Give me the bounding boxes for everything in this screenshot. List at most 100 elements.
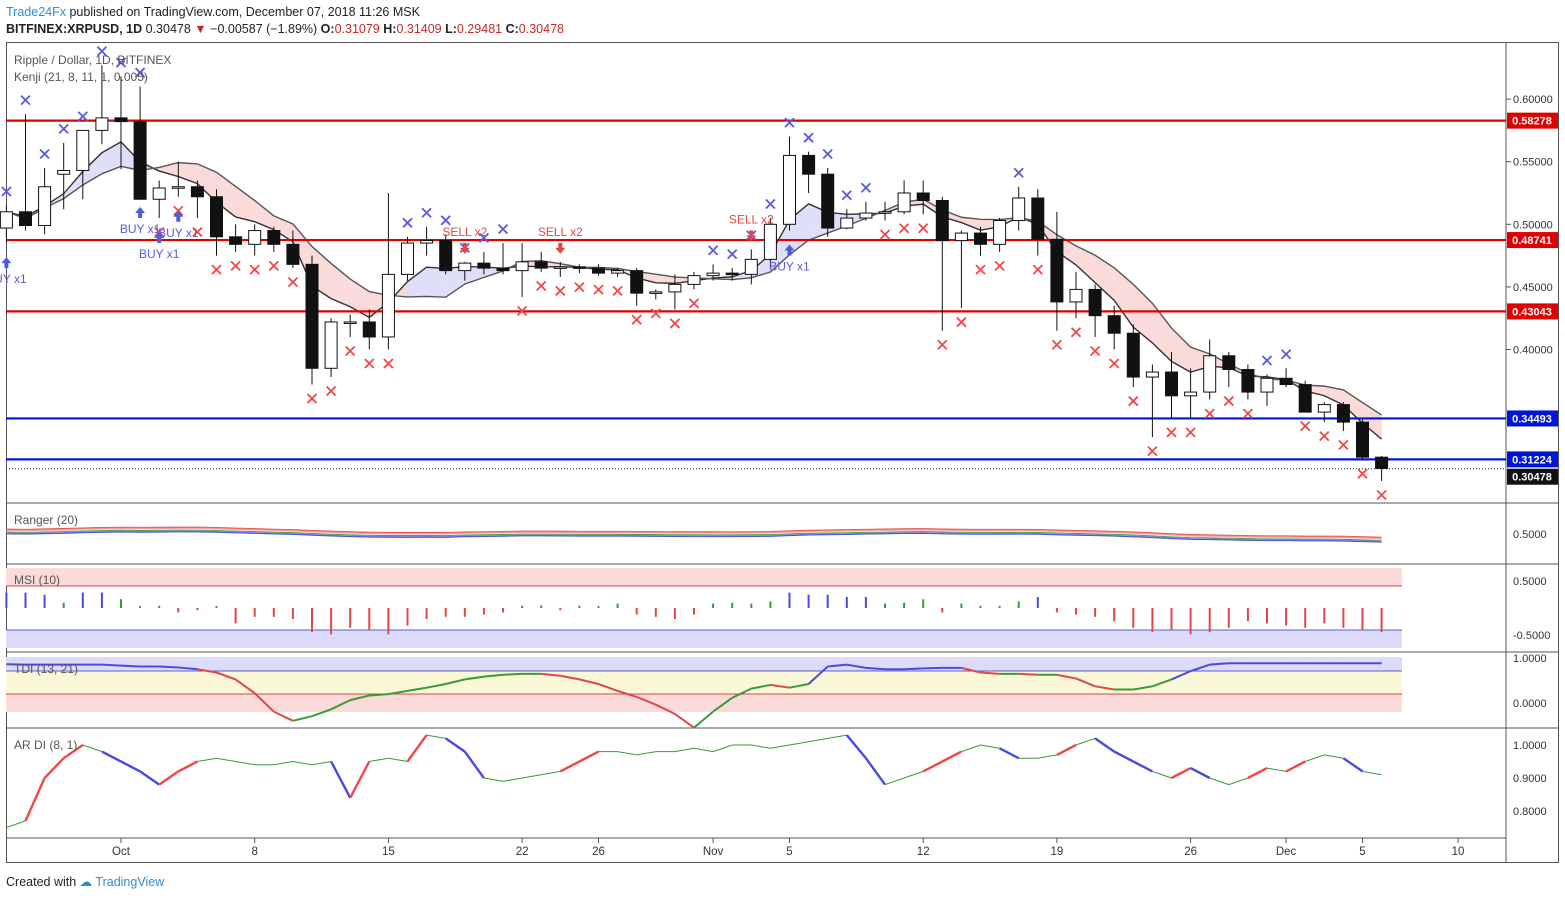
main-pane-title: Ripple / Dollar, 1D, BITFINEX (14, 53, 171, 67)
signal-x-mark (860, 182, 872, 193)
ardi-segment (864, 757, 886, 786)
tdi-segment (731, 687, 752, 699)
tdi-lower-zone (6, 694, 1402, 712)
candle (229, 236, 243, 245)
msi-bar (1094, 608, 1097, 617)
signal-x-mark (1013, 167, 1024, 178)
sell-arrow-icon (555, 242, 566, 254)
tdi-segment (216, 671, 236, 681)
msi-bar (463, 608, 466, 617)
change-value: −0.00587 (−1.89%) (210, 22, 318, 36)
time-tick-label: 22 (516, 846, 529, 858)
tdi-segment (980, 671, 1000, 675)
tradingview-link[interactable]: TradingView (95, 875, 165, 889)
ardi-segment (349, 760, 371, 799)
msi-bar (597, 606, 600, 608)
candle (611, 270, 625, 274)
buy-arrow-icon (784, 244, 795, 256)
ardi-segment (1113, 750, 1134, 763)
ardi-segment (617, 751, 637, 756)
msi-bar (1208, 608, 1211, 633)
signal-x-mark (1376, 489, 1387, 501)
msi-tick-top: 0.5000 (1513, 576, 1547, 588)
signal-x-mark (1280, 349, 1292, 360)
buy-arrow-icon (135, 206, 146, 218)
time-tick-label: 12 (917, 846, 930, 858)
ardi-segment (980, 744, 1000, 749)
candle (1184, 391, 1198, 397)
candle (783, 154, 796, 225)
candle (1069, 288, 1083, 303)
candle (1298, 384, 1312, 413)
ardi-segment (330, 760, 352, 799)
msi-bar (482, 608, 485, 615)
msi-bar (24, 592, 27, 608)
time-tick-label: 5 (1359, 846, 1365, 858)
ardi-segment (197, 757, 217, 762)
msi-bar (616, 603, 619, 608)
ardi-segment (522, 774, 542, 779)
time-axis: Oct 8 15 22 26 Nov 5 12 19 26 Dec 5 10 (112, 838, 1464, 858)
ardi-tick-3: 0.8000 (1513, 806, 1547, 818)
msi-bar (884, 603, 886, 608)
ardi-segment (406, 734, 428, 763)
ranger-band-line (6, 527, 1382, 539)
kenji-cloud-segment (407, 267, 427, 297)
tdi-segment (770, 683, 790, 689)
signal-x-mark (822, 148, 833, 160)
kenji-cloud-segment (254, 200, 274, 230)
signal-x-mark (975, 264, 986, 275)
buy-arrow-icon (173, 210, 184, 222)
candle (878, 211, 892, 214)
signal-x-mark (784, 117, 795, 128)
msi-bar (368, 608, 371, 630)
msi-bar (387, 608, 390, 635)
candle (553, 266, 567, 269)
candle (210, 196, 223, 238)
ardi-segment (941, 750, 962, 763)
price-tag (1507, 451, 1558, 468)
msi-bar (1266, 608, 1268, 624)
candle (802, 154, 816, 175)
candle (458, 262, 472, 272)
msi-bar (826, 594, 829, 608)
ardi-segment (445, 737, 466, 753)
ardi-segment (369, 757, 389, 762)
msi-bar (979, 605, 982, 608)
kenji-cloud-segment (82, 152, 102, 185)
ardi-segment (311, 761, 332, 766)
tdi-segment (407, 686, 427, 692)
kenji-cloud-segment (178, 162, 198, 184)
tdi-segment (254, 692, 275, 713)
tdi-segment (1152, 678, 1172, 688)
ardi-segment (827, 734, 847, 739)
kenji-cloud-segment (197, 163, 217, 203)
kenji-cloud-segment (1076, 245, 1096, 283)
ranger-band-line (6, 531, 1382, 543)
msi-histogram (5, 592, 1383, 635)
ranger-band-line (6, 526, 1382, 538)
price-tag (1507, 112, 1558, 129)
candle (420, 240, 434, 244)
tdi-segment (598, 683, 618, 692)
signal-x-mark (77, 111, 88, 122)
signal-x-mark (364, 358, 375, 369)
msi-bar (769, 601, 772, 608)
ardi-segment (770, 744, 790, 749)
price-tag-label: 0.43043 (1512, 306, 1552, 318)
tdi-segment (904, 667, 924, 671)
kenji-cloud-segment (426, 267, 446, 298)
signal-x-mark (707, 245, 719, 256)
candle (763, 223, 777, 260)
candle (439, 240, 453, 272)
publisher-link[interactable]: Trade24Fx (6, 5, 66, 19)
candle (1088, 288, 1102, 317)
msi-bar (1246, 608, 1249, 622)
symbol-label[interactable]: BITFINEX:XRPUSD, 1D (6, 22, 143, 36)
ranger-pane (6, 526, 1382, 543)
msi-bar (1036, 597, 1039, 608)
msi-bar (788, 592, 791, 608)
candle (152, 187, 166, 200)
msi-bar (196, 608, 199, 611)
